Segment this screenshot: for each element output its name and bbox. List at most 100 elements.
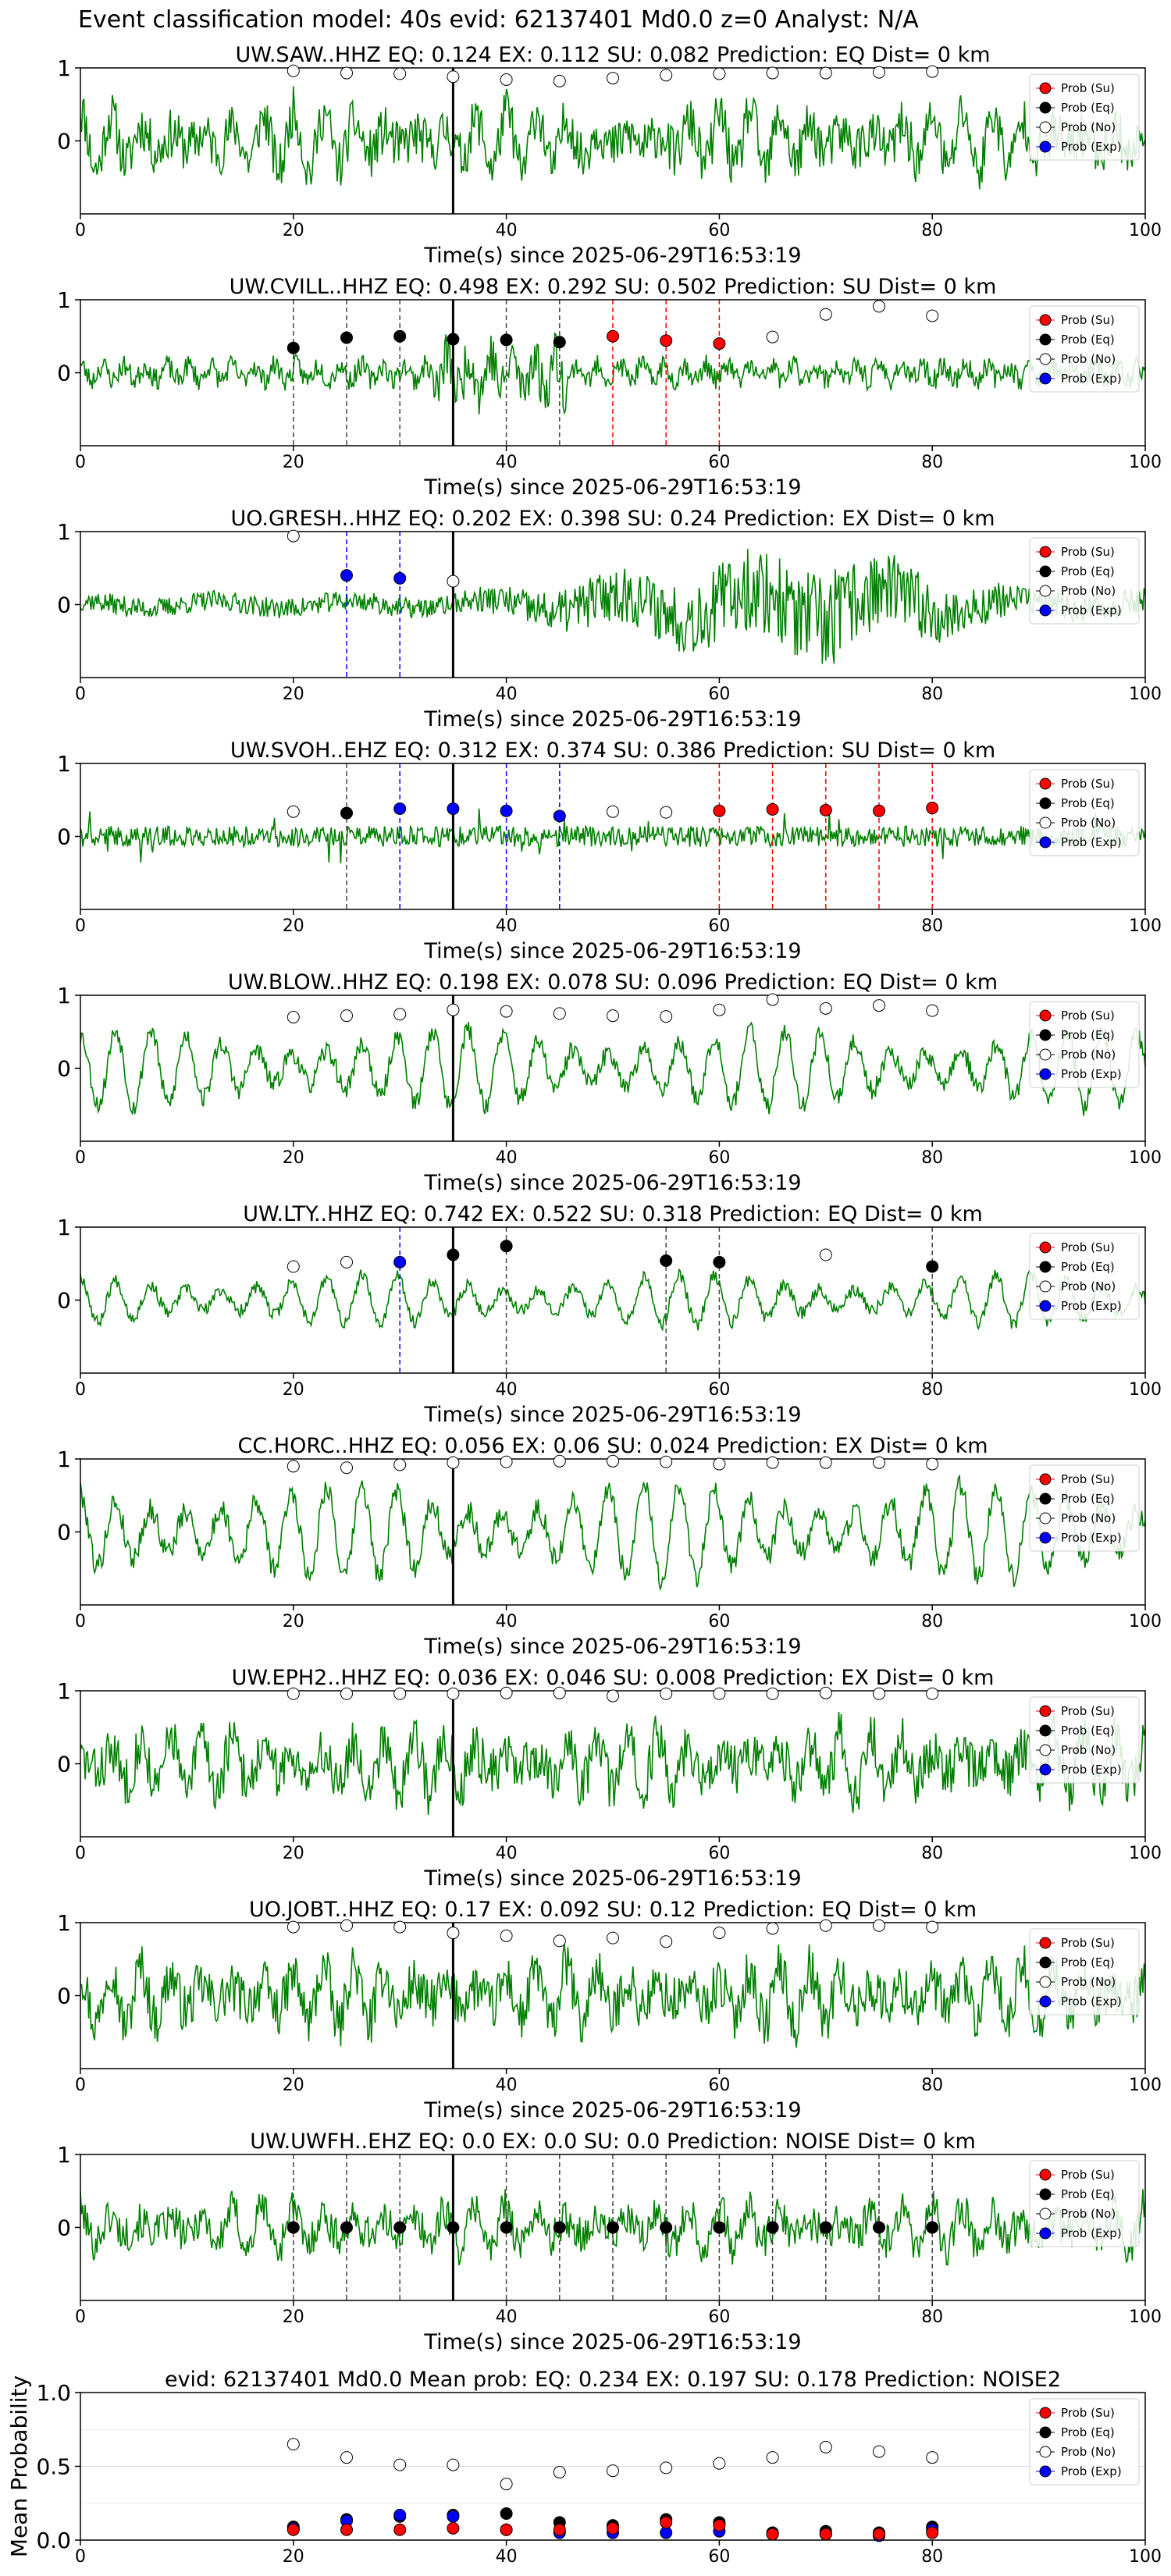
mean-point-no <box>393 2458 407 2471</box>
prob-point-no <box>340 66 353 80</box>
legend-label-no: Prob (No) <box>1061 2445 1116 2459</box>
legend-label-exp: Prob (Exp) <box>1061 1067 1122 1081</box>
prob-point-no <box>340 1009 353 1023</box>
legend-marker-exp <box>1039 1532 1052 1544</box>
prob-point-eq <box>607 2221 619 2234</box>
prob-point-no <box>766 330 779 343</box>
y-tick-label: 1 <box>57 287 71 313</box>
legend-marker-no <box>1039 1744 1052 1756</box>
prob-point-eq <box>287 2221 300 2234</box>
prob-point-eq <box>500 2221 513 2234</box>
legend-marker-exp <box>1039 1300 1052 1312</box>
panel-title: UO.JOBT..HHZ EQ: 0.17 EX: 0.092 SU: 0.12… <box>249 1898 977 1922</box>
prob-point-no <box>500 1686 513 1699</box>
y-tick-label: 1 <box>57 751 71 777</box>
prob-point-no <box>819 66 832 80</box>
legend-marker-su <box>1039 82 1052 94</box>
x-tick-label: 60 <box>708 1148 730 1168</box>
x-axis-label: Time(s) since 2025-06-29T16:53:19 <box>423 2098 801 2122</box>
prob-point-eq <box>766 2221 779 2234</box>
legend-marker-eq <box>1039 2188 1052 2201</box>
x-tick-label: 0 <box>75 1148 86 1168</box>
axes-frame <box>80 1922 1146 2069</box>
legend-label-eq: Prob (Eq) <box>1061 333 1115 347</box>
prob-point-eq <box>500 333 513 347</box>
prob-point-no <box>500 1005 513 1018</box>
x-tick-label: 40 <box>496 916 518 936</box>
legend-label-su: Prob (Su) <box>1061 777 1115 791</box>
legend-label-su: Prob (Su) <box>1061 1936 1115 1950</box>
legend-marker-su <box>1039 1241 1052 1254</box>
x-tick-label: 80 <box>921 916 943 936</box>
waveform-trace <box>80 1943 1146 2048</box>
prob-point-no <box>393 1920 407 1934</box>
mean-point-no <box>340 2451 353 2464</box>
x-tick-label: 40 <box>496 2307 518 2327</box>
axes-frame <box>80 531 1146 678</box>
y-axis-label: Mean Probability <box>6 2375 32 2557</box>
legend-marker-su <box>1039 1009 1052 1022</box>
x-tick-label: 20 <box>283 453 304 472</box>
legend-marker-exp <box>1039 836 1052 849</box>
legend-label-no: Prob (No) <box>1061 120 1116 134</box>
legend-marker-su <box>1039 777 1052 790</box>
prob-point-no <box>713 1927 726 1940</box>
mean-point-no <box>607 2464 619 2478</box>
legend-marker-eq <box>1039 101 1052 114</box>
mean-point-su <box>607 2521 619 2535</box>
prob-point-no <box>553 1007 566 1020</box>
legend-marker-exp <box>1039 1995 1052 2008</box>
x-tick-label: 20 <box>283 221 304 240</box>
prob-point-no <box>287 529 300 543</box>
prob-point-no <box>873 1919 885 1932</box>
x-axis-label: Time(s) since 2025-06-29T16:53:19 <box>423 1171 801 1195</box>
prob-point-exp <box>393 802 407 815</box>
prob-point-no <box>660 1010 673 1023</box>
prob-point-no <box>713 67 726 80</box>
panel-title: UW.SAW..HHZ EQ: 0.124 EX: 0.112 SU: 0.08… <box>235 43 990 67</box>
mean-point-no <box>873 2445 885 2458</box>
prob-point-no <box>607 72 619 85</box>
x-tick-label: 60 <box>708 916 730 936</box>
prob-point-no <box>819 1919 832 1932</box>
panel-title: UO.GRESH..HHZ EQ: 0.202 EX: 0.398 SU: 0.… <box>230 507 995 531</box>
prob-point-no <box>287 1687 300 1700</box>
legend-marker-exp <box>1039 1763 1052 1776</box>
legend-box <box>1029 769 1140 856</box>
legend-marker-su <box>1039 314 1052 326</box>
mean-point-no <box>553 2466 566 2479</box>
waveform-trace <box>80 1021 1146 1116</box>
x-tick-label: 40 <box>496 2547 518 2567</box>
x-tick-label: 0 <box>75 685 86 704</box>
prob-point-no <box>393 1687 407 1700</box>
legend-label-su: Prob (Su) <box>1061 81 1115 95</box>
panel-title: UW.SVOH..EHZ EQ: 0.312 EX: 0.374 SU: 0.3… <box>230 738 995 763</box>
prob-point-eq <box>713 2221 726 2234</box>
legend-box <box>1029 1464 1140 1552</box>
prob-point-no <box>287 64 300 77</box>
prob-point-exp <box>447 802 460 815</box>
prob-point-eq <box>340 2221 353 2234</box>
prob-point-eq <box>926 2221 939 2234</box>
y-tick-label: 0 <box>57 361 71 386</box>
x-tick-label: 60 <box>708 685 730 704</box>
x-axis-label: Time(s) since 2025-06-29T16:53:19 <box>423 475 801 500</box>
prob-point-no <box>660 1935 673 1948</box>
waveform-trace <box>80 808 1146 864</box>
y-tick-label: 0 <box>57 1520 71 1546</box>
x-tick-label: 40 <box>496 221 518 240</box>
prob-point-no <box>660 1455 673 1468</box>
x-tick-label: 80 <box>921 453 943 472</box>
prob-point-no <box>713 1687 726 1700</box>
prob-point-no <box>500 1929 513 1942</box>
legend-label-eq: Prob (Eq) <box>1061 2425 1115 2439</box>
y-tick-label: 0 <box>57 1752 71 1777</box>
x-tick-label: 0 <box>75 1844 86 1863</box>
x-tick-label: 60 <box>708 1844 730 1863</box>
prob-point-no <box>819 1002 832 1015</box>
prob-point-no <box>447 1456 460 1469</box>
legend-marker-eq <box>1039 1493 1052 1505</box>
waveform-trace <box>80 549 1146 664</box>
prob-point-no <box>926 1920 939 1934</box>
legend-label-eq: Prob (Eq) <box>1061 564 1115 578</box>
